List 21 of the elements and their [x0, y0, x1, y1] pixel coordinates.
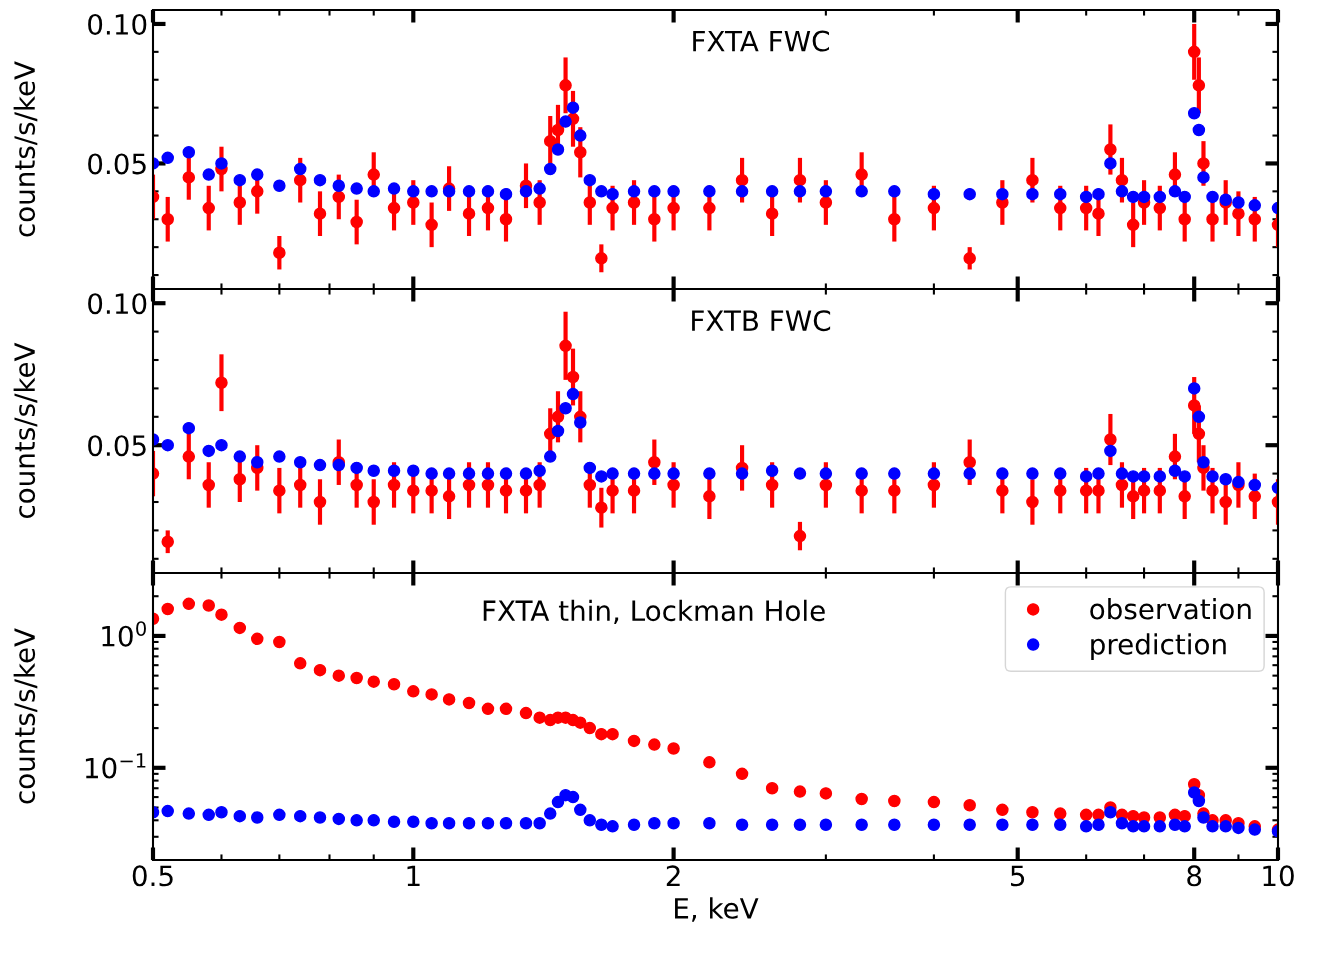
x-tick-label: 10	[1263, 865, 1294, 887]
x-axis-title: E, keV	[675, 897, 759, 922]
x-tick-label: 2	[666, 865, 680, 886]
y-tick-label: 0.10	[88, 13, 147, 35]
y-tick-label: 0.05	[88, 153, 146, 175]
y-tick-label: 10$^{−1}$	[85, 753, 146, 779]
legend-label: observation	[1090, 598, 1251, 620]
y-tick-label: 0.10	[88, 293, 147, 315]
annotation: FXTB FWC	[692, 310, 831, 332]
x-tick-label: 1	[407, 865, 420, 886]
y-tick-label: 10$^{0}$	[102, 621, 146, 647]
legend-label: prediction	[1091, 633, 1226, 661]
y-axis-title: counts/s/keV	[13, 628, 38, 804]
y-axis-title: counts/s/keV	[13, 61, 38, 237]
annotation: FXTA FWC	[693, 30, 829, 52]
annotation: FXTA thin, Lockman Hole	[483, 599, 825, 625]
y-axis-title: counts/s/keV	[13, 342, 38, 519]
x-tick-label: 5	[1011, 865, 1025, 887]
y-tick-label: 0.05	[88, 435, 146, 457]
x-tick-label: 0.5	[132, 865, 173, 887]
x-tick-label: 8	[1187, 865, 1202, 887]
